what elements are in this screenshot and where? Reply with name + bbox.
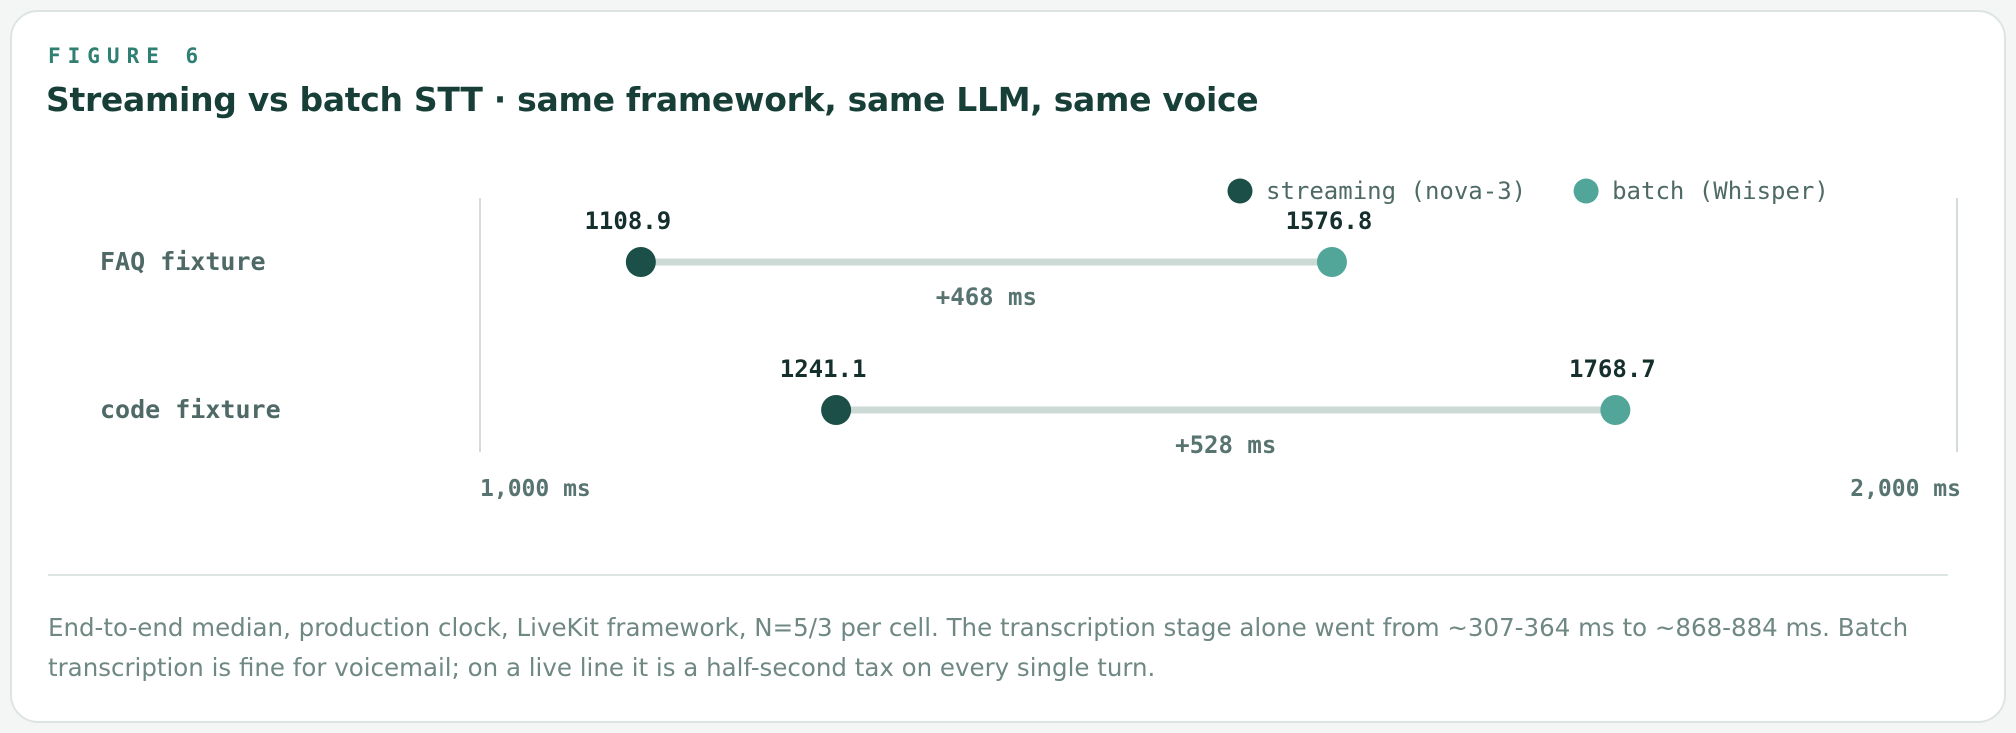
delta-label: +528 ms	[1175, 431, 1276, 459]
legend-label-streaming: streaming (nova-3)	[1266, 177, 1526, 205]
figure-title: Streaming vs batch STT · same framework,…	[46, 80, 1259, 119]
batch-point	[1316, 247, 1347, 277]
figure-eyebrow: FIGURE 6	[48, 44, 206, 68]
row-label: FAQ fixture	[100, 247, 266, 276]
legend-label-batch: batch (Whisper)	[1612, 177, 1829, 205]
caption-divider	[48, 574, 1948, 576]
batch-value-label: 1768.7	[1569, 355, 1656, 383]
dumbbell-chart: 1,000 ms 2,000 ms streaming (nova-3) batch …	[100, 177, 1961, 502]
delta-label: +468 ms	[936, 283, 1037, 311]
streaming-value-label: 1241.1	[780, 355, 867, 383]
x-tick-label: 2,000 ms	[1850, 476, 1961, 502]
figure-card	[10, 10, 2006, 723]
streaming-point	[821, 395, 852, 425]
figure-caption: End-to-end median, production clock, Liv…	[48, 613, 1909, 682]
streaming-value-label: 1108.9	[584, 207, 671, 235]
row-label: code fixture	[100, 395, 281, 424]
legend-swatch-batch	[1573, 178, 1599, 204]
legend-swatch-streaming	[1227, 178, 1253, 204]
x-tick-label: 1,000 ms	[480, 476, 591, 502]
batch-point	[1600, 395, 1631, 425]
batch-value-label: 1576.8	[1286, 207, 1373, 235]
streaming-point	[625, 247, 656, 277]
